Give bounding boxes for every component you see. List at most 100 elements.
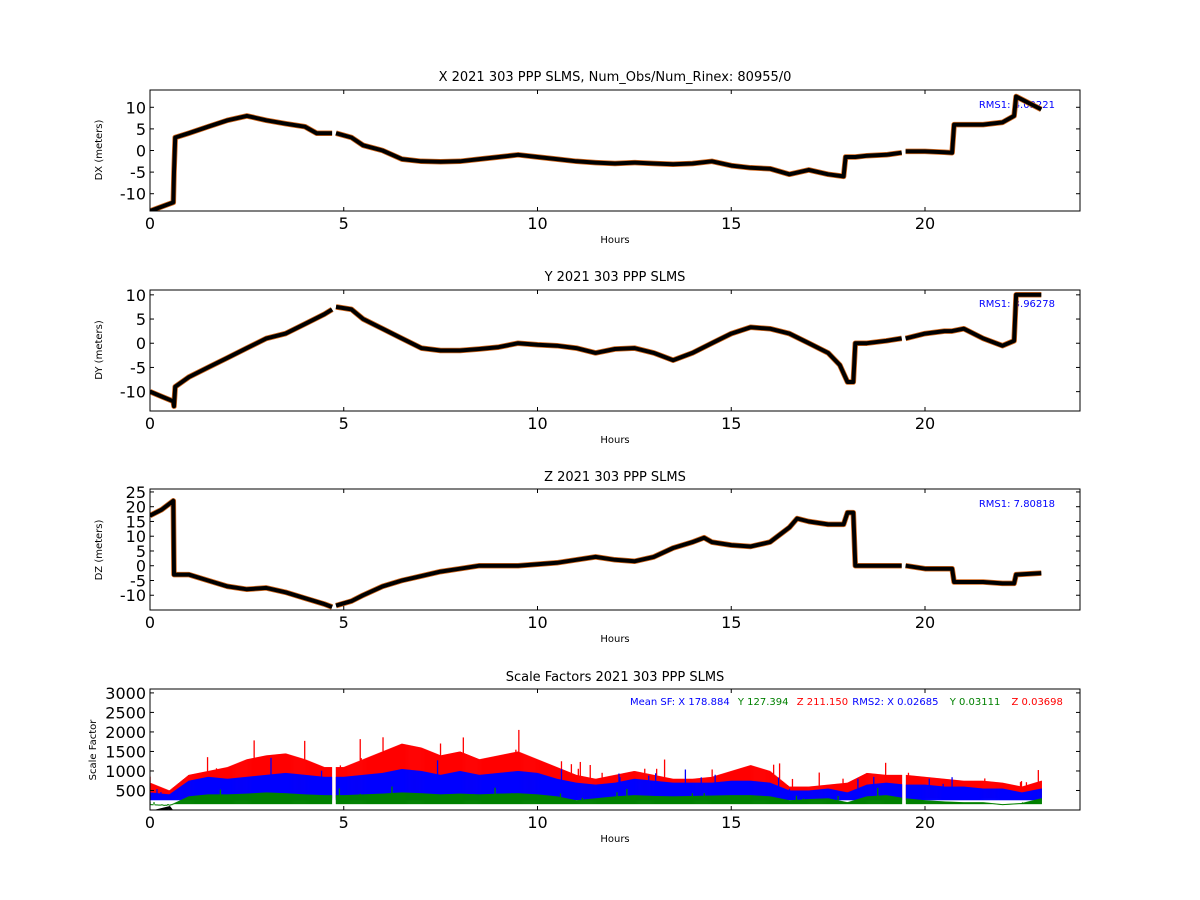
scale-factor-point-y <box>657 796 660 805</box>
scale-factor-point-y <box>405 792 407 805</box>
scale-factor-point-x <box>230 778 232 801</box>
scale-factor-point-x <box>305 774 307 801</box>
scale-factor-point-z <box>253 740 255 799</box>
scale-factor-point-x <box>563 780 566 801</box>
scale-factor-point-y <box>266 792 268 805</box>
scale-factor-point-x <box>865 785 867 801</box>
scale-factor-point-y <box>157 804 159 806</box>
scale-factor-point-x <box>180 786 182 801</box>
scale-factor-point-x <box>164 793 166 801</box>
scale-factor-point-x <box>604 783 606 801</box>
scale-factor-point-y <box>759 795 761 805</box>
scale-factor-point-x <box>156 789 158 801</box>
scale-factor-point-x <box>407 769 409 801</box>
scale-factor-point-x <box>655 773 657 801</box>
scale-factor-point-z <box>856 777 858 799</box>
scale-factor-point-x <box>507 771 509 801</box>
scale-factor-point-x <box>403 769 405 801</box>
scale-factor-point-y <box>241 793 243 805</box>
scale-factor-point-x <box>742 780 744 801</box>
scale-factor-point-x <box>471 773 473 801</box>
scale-factor-point-x <box>862 786 864 801</box>
scale-factor-point-y <box>693 795 695 805</box>
scale-factor-point-x <box>947 786 949 801</box>
scale-factor-point-z <box>849 781 851 799</box>
scale-factor-point-x <box>221 778 224 801</box>
scale-factor-point-y <box>188 796 190 805</box>
scale-factor-point-x <box>247 776 249 801</box>
scale-factor-point-y <box>303 794 305 805</box>
scale-factor-point-x <box>366 774 368 801</box>
scale-factor-point-y <box>626 788 628 805</box>
scale-factor-point-x <box>855 789 857 801</box>
scale-factor-point-x <box>451 772 454 801</box>
scale-factor-point-y <box>378 793 380 805</box>
scale-factor-point-x <box>1012 790 1015 801</box>
scale-factor-point-x <box>499 772 501 801</box>
scale-factor-point-z <box>847 782 849 799</box>
scale-factor-point-y <box>980 802 982 805</box>
scale-factor-point-y <box>832 799 834 805</box>
scale-factor-point-x <box>660 781 663 801</box>
subplot-dy-xtick-label: 15 <box>721 414 741 433</box>
scale-factor-point-y <box>205 794 208 805</box>
scale-factor-point-y <box>381 793 383 805</box>
scale-factor-point-z <box>1025 782 1028 799</box>
scale-factor-point-y <box>369 794 371 805</box>
scale-factor-point-x <box>219 778 222 801</box>
scale-factor-point-x <box>540 773 542 801</box>
scale-factor-point-y <box>549 795 552 805</box>
scale-factor-point-x <box>497 772 499 801</box>
scale-factor-point-y <box>272 792 274 805</box>
scale-factor-point-y <box>809 799 811 805</box>
scale-factor-point-y <box>508 793 510 805</box>
scale-factor-point-x <box>297 774 299 801</box>
scale-factor-point-x <box>679 782 682 801</box>
scale-factor-point-y <box>845 801 847 805</box>
scale-factor-point-x <box>807 790 809 801</box>
scale-factor-point-x <box>900 784 903 801</box>
scale-factor-point-y <box>540 794 542 805</box>
scale-factor-point-x <box>974 787 976 801</box>
scale-factor-point-x <box>804 790 807 801</box>
scale-factor-point-y <box>426 793 429 805</box>
scale-factor-point-y <box>863 797 865 805</box>
scale-factor-point-x <box>158 793 160 801</box>
scale-factor-point-y <box>300 794 302 805</box>
scale-factor-point-y <box>481 794 483 805</box>
scale-factor-point-y <box>356 794 358 805</box>
scale-factor-point-y <box>1008 803 1011 805</box>
scale-factor-point-x <box>646 780 648 801</box>
scale-factor-point-y <box>806 799 808 805</box>
scale-factor-point-x <box>695 782 697 801</box>
scale-factor-point-x <box>522 771 524 801</box>
scale-factor-point-y <box>854 799 856 805</box>
scale-factor-point-y <box>555 796 558 805</box>
scale-factor-point-y <box>766 796 768 805</box>
scale-factor-point-y <box>316 794 319 805</box>
scale-factor-point-x <box>672 782 675 801</box>
scale-factor-point-y <box>420 793 422 805</box>
scale-factor-point-y <box>820 798 822 805</box>
scale-factor-point-y <box>846 802 848 805</box>
scale-factor-point-y <box>528 793 530 805</box>
scale-factor-point-x <box>167 794 169 801</box>
scale-factor-point-x <box>242 777 244 801</box>
scale-factor-point-y <box>557 796 560 805</box>
scale-factor-point-y <box>220 794 223 805</box>
scale-factor-point-x <box>521 771 523 801</box>
scale-factor-point-y <box>590 798 592 805</box>
scale-factor-point-y <box>554 796 557 805</box>
scale-factor-point-y <box>892 796 895 805</box>
scale-factor-point-x <box>172 791 174 801</box>
scale-factor-point-y <box>811 798 813 805</box>
scale-factor-point-y <box>484 794 486 805</box>
scale-factor-point-x <box>988 788 990 801</box>
scale-factor-point-x <box>396 770 398 801</box>
scale-factor-point-y <box>160 804 162 806</box>
scale-factor-point-y <box>875 795 877 805</box>
scale-factor-point-x <box>800 790 803 801</box>
scale-factor-point-y <box>465 793 467 805</box>
scale-factor-point-y <box>876 795 878 805</box>
scale-factor-point-x <box>416 770 418 801</box>
